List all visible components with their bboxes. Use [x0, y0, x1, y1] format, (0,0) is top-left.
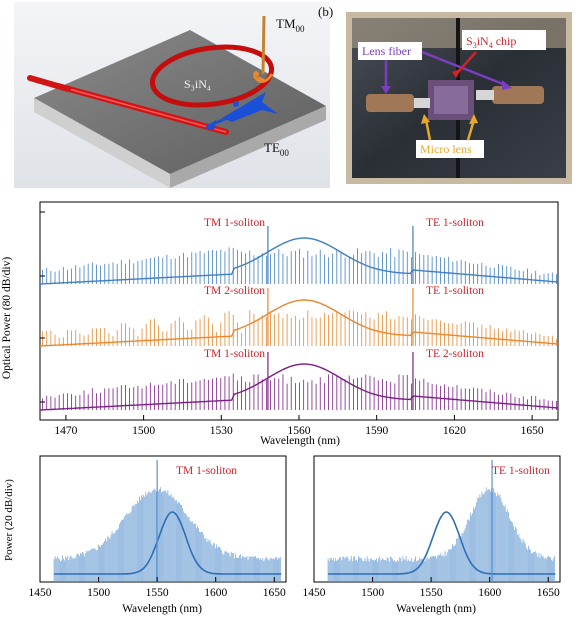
tm-series-label: TM 1-soliton [176, 465, 237, 477]
spectrum-series [327, 460, 556, 582]
x-tick-label-0: 1470 [54, 425, 77, 437]
tm-mode-arrow [261, 15, 266, 75]
series1-left-label: TM 1-soliton [204, 217, 265, 229]
material-label: S₃iN₄ [184, 77, 211, 91]
series1-right-label: TE 1-soliton [426, 217, 484, 229]
tm-mode-label: TM00 [276, 16, 305, 34]
series2-right-label: TE 1-soliton [426, 285, 484, 297]
x-tick-label-1: 1500 [132, 425, 155, 437]
te-x-axis-label: Wavelength (nm) [396, 603, 476, 615]
x-tick-label-0: 1450 [303, 587, 326, 599]
spectrum-envelope [54, 511, 282, 575]
te-mode-label: TE00 [264, 140, 289, 158]
panel-b-photo: (b) Lens fiber S3iN4 chip Micro lens [316, 2, 578, 188]
x-tick-label-4: 1590 [365, 425, 388, 437]
x-tick-label-6: 1650 [521, 425, 544, 437]
right-mount [492, 86, 544, 104]
x-tick-label-1: 1500 [87, 587, 110, 599]
series-1-envelope [39, 237, 559, 285]
bus-waveguide-input [27, 75, 71, 92]
series-1 [39, 226, 559, 285]
spectra-chart: 1470 1500 1530 1560 1590 1620 1650 Optical Pow… [0, 198, 583, 450]
spectrum-envelope [328, 511, 556, 575]
x-tick-label-2: 1530 [210, 425, 233, 437]
x-axis-label: Wavelength (nm) [260, 435, 340, 447]
x-tick-label-5: 1620 [443, 425, 466, 437]
y-axis-label: Optical Power (80 dB/div) [1, 257, 13, 379]
series-2-envelope [39, 299, 559, 347]
series-3 [39, 352, 559, 411]
series-3-envelope [39, 363, 559, 411]
lens-fiber-label: Lens fiber [362, 44, 411, 58]
series-2 [39, 288, 559, 347]
tm-y-axis-label: Power (20 dB/div) [3, 479, 15, 561]
te-plot-area [313, 455, 561, 583]
x-tick-label-4: 1650 [537, 587, 560, 599]
substrate-front [34, 98, 170, 188]
spectrum-series [53, 460, 282, 582]
te-series-label: TE 1-soliton [492, 465, 550, 477]
x-tick-label-1: 1500 [361, 587, 384, 599]
series3-left-label: TM 1-soliton [204, 348, 265, 360]
x-tick-label-2: 1550 [146, 587, 169, 599]
substrate-side [170, 106, 326, 188]
lens-fiber-arrow-2 [421, 50, 509, 88]
x-tick-label-3: 1600 [204, 587, 227, 599]
x-tick-label-2: 1550 [420, 587, 443, 599]
panel-a-schematic: S₃iN₄ TM00 TE00 [14, 2, 330, 188]
ring-resonator [149, 44, 275, 108]
te-spectrum-chart: 1450 1500 1550 1600 1650 Wavelength (nm) TE … [300, 452, 583, 630]
x-tick-label-3: 1560 [288, 425, 311, 437]
tm-plot-area [39, 455, 287, 583]
chip-label: S3iN4 chip [466, 34, 516, 50]
chart-plot-area [39, 201, 559, 421]
micro-lens-arrow-1 [424, 119, 432, 141]
x-tick-label-3: 1600 [478, 587, 501, 599]
x-tick-label-0: 1450 [29, 587, 52, 599]
x-tick-label-4: 1650 [263, 587, 286, 599]
left-mount [366, 94, 414, 112]
micro-lens-label: Micro lens [420, 142, 472, 156]
series3-right-label: TE 2-soliton [426, 348, 484, 360]
panel-b-letter: (b) [318, 4, 333, 19]
tm-spectrum-chart: 1450 1500 1550 1600 1650 Power (20 dB/div) W… [0, 452, 300, 630]
series2-left-label: TM 2-soliton [204, 285, 265, 297]
tm-x-axis-label: Wavelength (nm) [122, 603, 202, 615]
